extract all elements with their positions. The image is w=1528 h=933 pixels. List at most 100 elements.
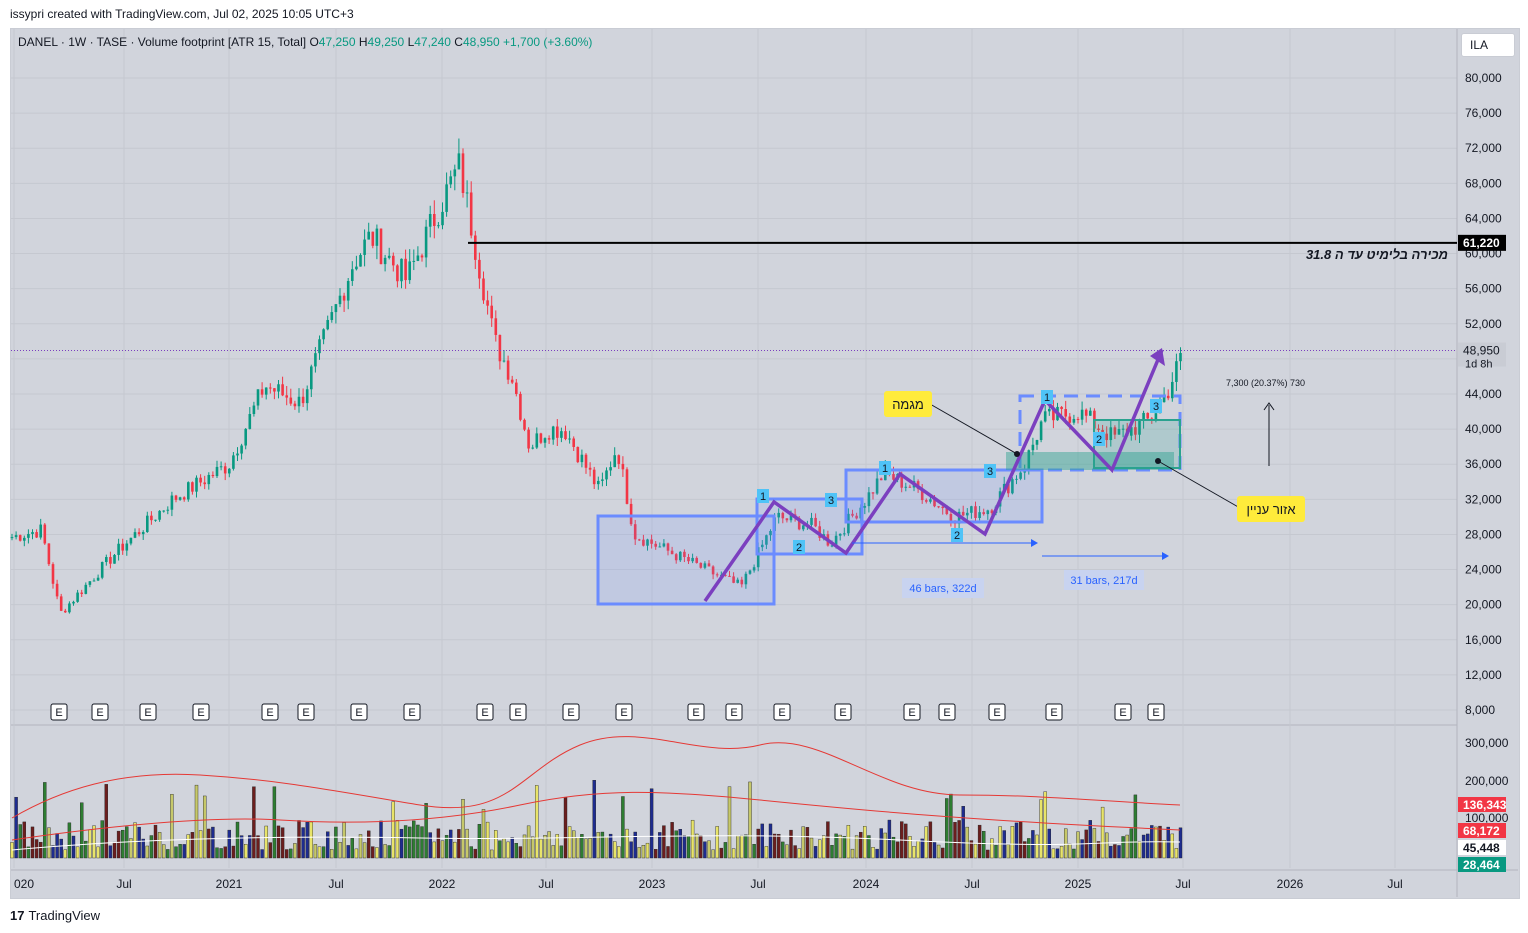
volume-bar — [633, 831, 637, 859]
candle-body — [920, 488, 924, 501]
volume-bar — [604, 836, 609, 859]
candle-body — [367, 231, 370, 240]
price-tick-label: 76,000 — [1465, 106, 1502, 120]
earnings-marker-label: E — [144, 707, 151, 719]
candle-body — [519, 393, 522, 420]
volume-bar — [334, 826, 338, 859]
candle-body — [105, 557, 108, 563]
candle-body — [433, 213, 436, 226]
volume-bar — [859, 831, 863, 859]
volume-bar — [797, 848, 801, 859]
volume-bar — [850, 848, 855, 859]
wave-label: 2 — [796, 542, 802, 554]
volume-bar — [342, 822, 346, 859]
candle-body — [1171, 381, 1174, 399]
volume-bar — [613, 841, 617, 859]
zone-note — [1237, 496, 1305, 522]
candle-body — [383, 257, 387, 265]
candle-body — [974, 506, 977, 518]
price-tick-label: 36,000 — [1465, 457, 1502, 471]
volume-bar — [92, 825, 96, 859]
volume-bar — [272, 786, 277, 859]
volume-bar — [473, 848, 477, 859]
candle-body — [740, 579, 744, 585]
candle-body — [490, 305, 493, 319]
volume-bar — [387, 845, 391, 859]
volume-bar — [129, 838, 133, 859]
candle-body — [564, 431, 567, 440]
volume-bar — [71, 835, 76, 859]
volume-bar — [174, 846, 178, 859]
candle-body — [35, 532, 38, 538]
currency-button[interactable]: ILA — [1461, 33, 1515, 57]
candle-body — [281, 384, 284, 396]
volume-bar — [211, 826, 215, 859]
volume-bar — [715, 826, 719, 859]
volume-bar — [682, 835, 687, 859]
price-tick-label: 80,000 — [1465, 71, 1502, 85]
candle-body — [80, 592, 83, 594]
volume-bar — [84, 840, 88, 859]
volume-bar — [867, 835, 871, 859]
interest-zone — [1006, 452, 1174, 470]
earnings-marker-icon — [509, 703, 527, 721]
volume-bar — [1174, 848, 1179, 859]
volume-bar — [801, 826, 805, 859]
volume-bar — [22, 821, 26, 859]
high-value: 49,250 — [367, 35, 405, 49]
callout-dot — [1014, 451, 1020, 457]
volume-bar — [399, 828, 404, 859]
candle-body — [638, 539, 641, 541]
volume-bar — [1063, 828, 1068, 859]
candle-body — [72, 601, 75, 604]
candle-body — [502, 360, 506, 362]
symbol-info: DANEL · 1W · TASE · Volume footprint [AT… — [18, 35, 307, 49]
candle-body — [351, 269, 354, 281]
candle-body — [1084, 409, 1088, 416]
time-tick-label: 020 — [14, 877, 34, 891]
candle-body — [818, 526, 821, 538]
volume-bar — [444, 835, 449, 859]
volume-bar — [436, 828, 441, 859]
volume-bar — [477, 824, 482, 859]
wave-label-box — [984, 464, 996, 478]
candle-body — [248, 414, 252, 429]
price-tick-label: 32,000 — [1465, 492, 1502, 506]
candle-body — [748, 570, 752, 574]
volume-bar — [449, 829, 453, 859]
candle-body — [318, 339, 321, 354]
volume-bar — [424, 803, 428, 859]
candle-body — [1162, 395, 1166, 403]
volume-bar — [51, 845, 55, 859]
wave-label-box — [879, 461, 891, 475]
earnings-marker-icon — [350, 703, 368, 721]
volume-bar — [1010, 826, 1015, 859]
volume-bar — [498, 840, 502, 859]
volume-bar — [264, 825, 268, 859]
volume-bar — [1109, 845, 1113, 859]
candle-body — [445, 184, 448, 212]
candle-body — [133, 532, 137, 538]
range-box — [844, 468, 1044, 524]
candle-body — [154, 519, 157, 521]
earnings-marker-label: E — [481, 707, 488, 719]
candle-body — [777, 512, 780, 518]
volume-bar — [522, 834, 527, 859]
volume-badge — [1458, 823, 1506, 838]
candle-body — [469, 192, 473, 236]
candle-body — [355, 266, 358, 270]
candle-body — [1048, 408, 1051, 412]
volume-bar — [96, 846, 100, 859]
earnings-marker-label: E — [1152, 707, 1159, 719]
volume-bar — [420, 826, 424, 859]
volume-bar — [485, 821, 490, 859]
candle-body — [211, 474, 215, 477]
volume-bar — [268, 842, 272, 859]
candle-body — [703, 563, 707, 568]
volume-bar — [34, 839, 39, 859]
volume-bar — [317, 846, 322, 859]
volume-bar — [920, 838, 924, 859]
volume-bar — [481, 809, 486, 859]
candle-body — [338, 295, 342, 305]
